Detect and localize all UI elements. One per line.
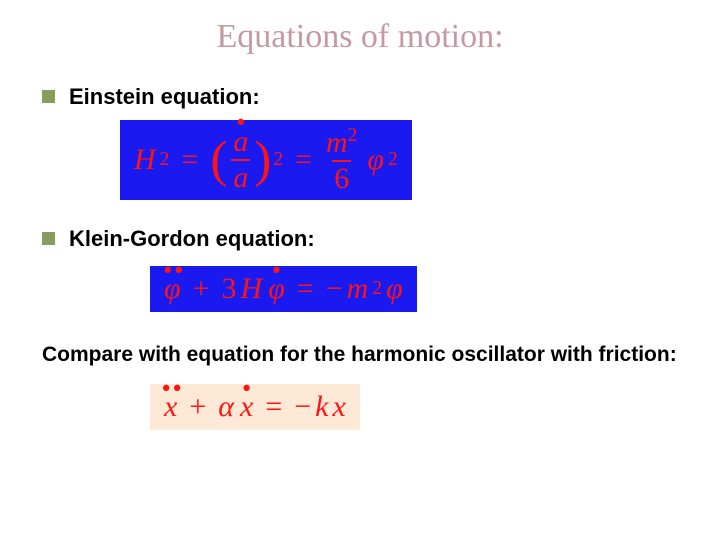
einstein-equation: H2=(aa)2=m26φ2 (120, 120, 412, 200)
compare-text: Compare with equation for the harmonic o… (42, 342, 678, 368)
bullet-row-2: Klein-Gordon equation: (42, 226, 720, 252)
harmonic-oscillator-equation: x+αx=−kx (150, 384, 360, 430)
klein-gordon-equation: φ+3Hφ=−m2φ (150, 266, 417, 312)
equation-3-container: x+αx=−kx (150, 384, 720, 430)
bullet-square-icon (42, 232, 55, 245)
bullet-square-icon (42, 90, 55, 103)
slide-title: Equations of motion: (0, 0, 720, 66)
equation-1-container: H2=(aa)2=m26φ2 (120, 120, 720, 200)
bullet-label-1: Einstein equation: (69, 84, 260, 110)
equation-2-container: φ+3Hφ=−m2φ (150, 266, 720, 312)
bullet-row-1: Einstein equation: (42, 84, 720, 110)
